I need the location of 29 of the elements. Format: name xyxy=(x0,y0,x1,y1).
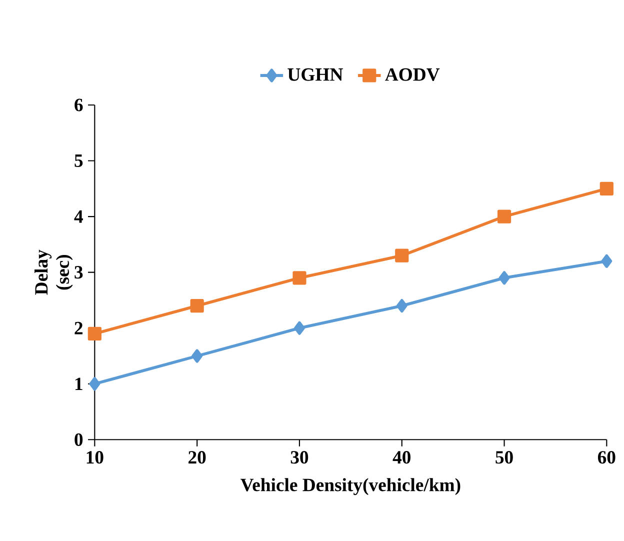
legend-label: AODV xyxy=(385,68,440,81)
point xyxy=(292,271,306,285)
x-axis-title: Vehicle Density(vehicle/km) xyxy=(240,478,460,496)
point xyxy=(601,254,612,268)
x-tick-label: 30 xyxy=(290,451,308,464)
point xyxy=(497,210,512,224)
point xyxy=(498,271,510,285)
x-tick-label: 50 xyxy=(496,451,513,464)
y-tick-label: 3 xyxy=(74,266,83,279)
y-tick-label: 2 xyxy=(74,322,82,334)
x-tick-label: 20 xyxy=(188,451,206,464)
x-tick-label: 10 xyxy=(86,451,104,464)
legend-label: UGHN xyxy=(288,68,343,81)
point xyxy=(190,298,204,313)
point xyxy=(192,349,203,363)
point xyxy=(395,248,409,262)
point xyxy=(600,182,614,196)
y-tick-label: 1 xyxy=(75,378,82,390)
y-tick-label: 6 xyxy=(74,98,83,112)
y-tick-label: 5 xyxy=(74,154,83,167)
point xyxy=(294,321,305,335)
point xyxy=(88,326,102,340)
point xyxy=(396,298,408,313)
y-tick-label: 0 xyxy=(74,433,83,446)
x-tick-label: 60 xyxy=(598,451,616,464)
point xyxy=(89,377,100,391)
y-axis-title: Delay (sec) xyxy=(34,250,73,295)
y-tick-label: 4 xyxy=(74,210,83,223)
x-tick-label: 40 xyxy=(392,451,410,464)
